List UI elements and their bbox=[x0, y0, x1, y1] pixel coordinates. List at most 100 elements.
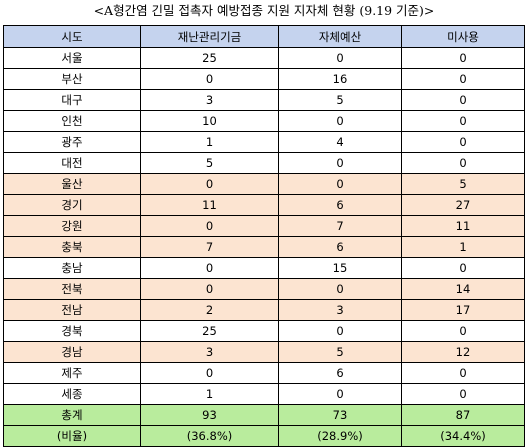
ratio-fund: (36.8%) bbox=[140, 425, 279, 447]
table-row: 경남 3 5 12 bbox=[3, 341, 525, 363]
cell-region: 경남 bbox=[3, 341, 141, 363]
status-table: 시도 재난관리기금 자체예산 미사용 서울 25 0 0 부산 0 16 0 대구 3 5 0 인천 10… bbox=[3, 25, 525, 447]
cell-unused: 0 bbox=[401, 320, 525, 342]
cell-own-budget: 16 bbox=[278, 68, 402, 90]
cell-disaster-fund: 3 bbox=[140, 89, 279, 111]
cell-region: 충남 bbox=[3, 257, 141, 279]
cell-unused: 12 bbox=[401, 341, 525, 363]
cell-unused: 0 bbox=[401, 257, 525, 279]
table-row: 대전 5 0 0 bbox=[3, 152, 525, 174]
cell-region: 광주 bbox=[3, 131, 141, 153]
cell-region: 대구 bbox=[3, 89, 141, 111]
table-row: 제주 0 6 0 bbox=[3, 362, 525, 384]
table-row: 부산 0 16 0 bbox=[3, 68, 525, 90]
table-row: 전남 2 3 17 bbox=[3, 299, 525, 321]
cell-region: 강원 bbox=[3, 215, 141, 237]
table-row: 대구 3 5 0 bbox=[3, 89, 525, 111]
cell-unused: 0 bbox=[401, 131, 525, 153]
cell-unused: 1 bbox=[401, 236, 525, 258]
header-row: 시도 재난관리기금 자체예산 미사용 bbox=[3, 25, 525, 48]
table-row: 울산 0 0 5 bbox=[3, 173, 525, 195]
cell-disaster-fund: 2 bbox=[140, 299, 279, 321]
cell-disaster-fund: 1 bbox=[140, 131, 279, 153]
ratio-budget: (28.9%) bbox=[278, 425, 402, 447]
header-own-budget: 자체예산 bbox=[278, 25, 402, 48]
cell-unused: 0 bbox=[401, 383, 525, 405]
cell-region: 충북 bbox=[3, 236, 141, 258]
cell-own-budget: 0 bbox=[278, 110, 402, 132]
cell-disaster-fund: 25 bbox=[140, 320, 279, 342]
table-row: 충북 7 6 1 bbox=[3, 236, 525, 258]
cell-region: 전북 bbox=[3, 278, 141, 300]
cell-unused: 0 bbox=[401, 152, 525, 174]
ratio-unused: (34.4%) bbox=[401, 425, 525, 447]
cell-disaster-fund: 0 bbox=[140, 362, 279, 384]
cell-region: 경북 bbox=[3, 320, 141, 342]
ratio-label: (비율) bbox=[3, 425, 141, 447]
cell-own-budget: 6 bbox=[278, 236, 402, 258]
cell-disaster-fund: 0 bbox=[140, 68, 279, 90]
cell-region: 전남 bbox=[3, 299, 141, 321]
cell-own-budget: 6 bbox=[278, 362, 402, 384]
cell-region: 부산 bbox=[3, 68, 141, 90]
cell-disaster-fund: 0 bbox=[140, 215, 279, 237]
total-unused: 87 bbox=[401, 404, 525, 426]
table-row: 경북 25 0 0 bbox=[3, 320, 525, 342]
cell-own-budget: 0 bbox=[278, 383, 402, 405]
cell-unused: 27 bbox=[401, 194, 525, 216]
table-title: <A형간염 긴밀 접촉자 예방접종 지원 지자체 현황 (9.19 기준)> bbox=[93, 3, 435, 18]
table-row: 인천 10 0 0 bbox=[3, 110, 525, 132]
cell-region: 인천 bbox=[3, 110, 141, 132]
cell-own-budget: 15 bbox=[278, 257, 402, 279]
total-fund: 93 bbox=[140, 404, 279, 426]
cell-own-budget: 0 bbox=[278, 47, 402, 69]
cell-unused: 11 bbox=[401, 215, 525, 237]
cell-disaster-fund: 0 bbox=[140, 257, 279, 279]
cell-own-budget: 3 bbox=[278, 299, 402, 321]
total-label: 총계 bbox=[3, 404, 141, 426]
table-row: 강원 0 7 11 bbox=[3, 215, 525, 237]
cell-disaster-fund: 3 bbox=[140, 341, 279, 363]
cell-unused: 0 bbox=[401, 89, 525, 111]
cell-own-budget: 5 bbox=[278, 89, 402, 111]
cell-disaster-fund: 7 bbox=[140, 236, 279, 258]
table-row: 서울 25 0 0 bbox=[3, 47, 525, 69]
cell-unused: 0 bbox=[401, 110, 525, 132]
cell-disaster-fund: 0 bbox=[140, 278, 279, 300]
cell-disaster-fund: 0 bbox=[140, 173, 279, 195]
table-row: 광주 1 4 0 bbox=[3, 131, 525, 153]
cell-disaster-fund: 10 bbox=[140, 110, 279, 132]
cell-own-budget: 6 bbox=[278, 194, 402, 216]
total-row: 총계 93 73 87 bbox=[3, 404, 525, 426]
cell-unused: 0 bbox=[401, 362, 525, 384]
cell-unused: 0 bbox=[401, 68, 525, 90]
table-row: 세종 1 0 0 bbox=[3, 383, 525, 405]
cell-unused: 5 bbox=[401, 173, 525, 195]
cell-region: 제주 bbox=[3, 362, 141, 384]
cell-own-budget: 0 bbox=[278, 320, 402, 342]
cell-own-budget: 5 bbox=[278, 341, 402, 363]
cell-own-budget: 4 bbox=[278, 131, 402, 153]
cell-disaster-fund: 11 bbox=[140, 194, 279, 216]
cell-unused: 0 bbox=[401, 47, 525, 69]
table-row: 충남 0 15 0 bbox=[3, 257, 525, 279]
cell-unused: 17 bbox=[401, 299, 525, 321]
header-unused: 미사용 bbox=[401, 25, 525, 48]
header-disaster-fund: 재난관리기금 bbox=[140, 25, 279, 48]
cell-own-budget: 0 bbox=[278, 152, 402, 174]
table-row: 경기 11 6 27 bbox=[3, 194, 525, 216]
header-region: 시도 bbox=[3, 25, 141, 48]
cell-own-budget: 0 bbox=[278, 173, 402, 195]
cell-own-budget: 7 bbox=[278, 215, 402, 237]
total-budget: 73 bbox=[278, 404, 402, 426]
cell-region: 울산 bbox=[3, 173, 141, 195]
cell-region: 경기 bbox=[3, 194, 141, 216]
table-row: 전북 0 0 14 bbox=[3, 278, 525, 300]
cell-region: 세종 bbox=[3, 383, 141, 405]
cell-disaster-fund: 1 bbox=[140, 383, 279, 405]
cell-unused: 14 bbox=[401, 278, 525, 300]
table-body: 서울 25 0 0 부산 0 16 0 대구 3 5 0 인천 10 0 0 광주 1 4 0 대전 5 0 0 울산 0 0 5 경기… bbox=[3, 47, 525, 405]
cell-region: 대전 bbox=[3, 152, 141, 174]
cell-own-budget: 0 bbox=[278, 278, 402, 300]
cell-disaster-fund: 25 bbox=[140, 47, 279, 69]
